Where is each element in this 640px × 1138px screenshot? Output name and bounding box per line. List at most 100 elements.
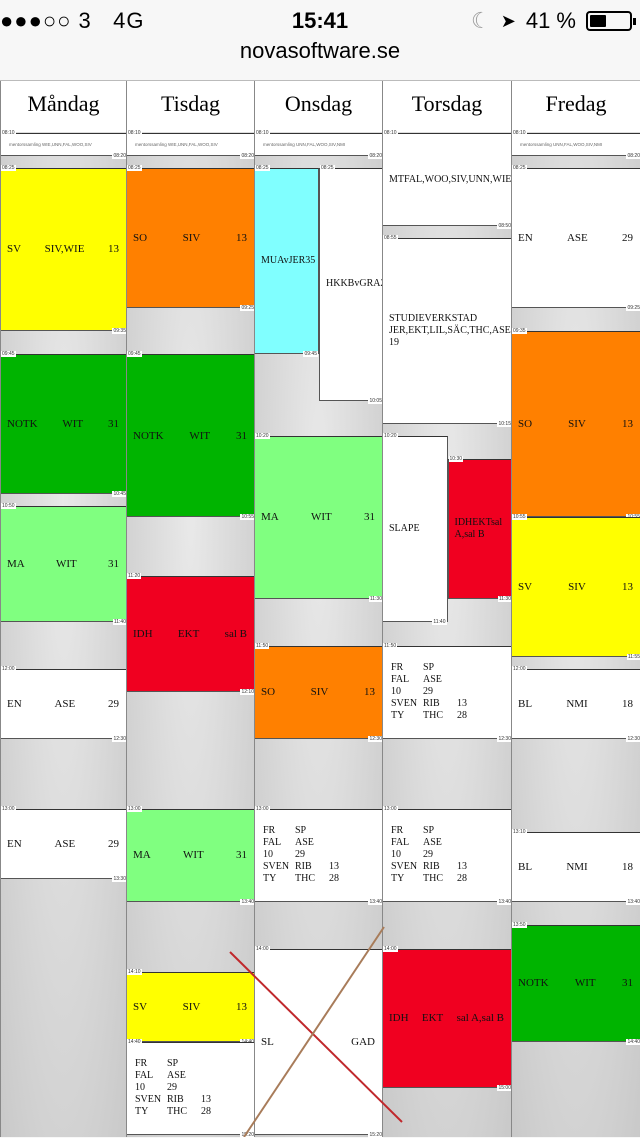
lesson-room: 31 xyxy=(235,429,247,442)
lesson-block[interactable]: 10:20 11:40 SLAPE xyxy=(383,432,448,626)
start-time: 08:25 xyxy=(255,164,270,171)
lesson-teacher: ASE xyxy=(54,837,76,850)
lesson-teacher: SIV xyxy=(182,231,201,244)
start-time: 08:10 xyxy=(383,130,398,136)
lesson-group-cell: 28 xyxy=(457,710,467,722)
lesson-group-list: FRFAL10SPASE29SVEN RIB 13TY THC 28 xyxy=(391,825,512,885)
lesson-block[interactable]: 09:45 10:55 NOTK WIT 31 xyxy=(127,351,255,521)
lesson-block[interactable]: 14:40 15:20 FRFAL10SPASE29SVEN RIB 13TY THC 28 xyxy=(127,1038,255,1138)
lesson-line: Av xyxy=(277,255,289,267)
lesson-block[interactable]: 12:00 12:30 EN ASE 29 xyxy=(1,665,127,742)
lesson-group-cell: 13 xyxy=(201,1094,211,1106)
lesson-block[interactable]: 09:45 10:45 NOTK WIT 31 xyxy=(1,351,127,498)
end-time: 15:20 xyxy=(368,1131,383,1138)
lesson-group-cell: SP xyxy=(423,662,435,674)
start-time: 08:10 xyxy=(1,130,16,136)
start-time: 14:10 xyxy=(127,968,142,975)
end-time: 11:30 xyxy=(368,595,383,602)
lesson-block[interactable]: 10:20 11:30 MA WIT 31 xyxy=(255,432,383,602)
lesson-block[interactable]: 14:00 15:20 SL GAD xyxy=(255,945,383,1138)
lesson-group-cell: RIB xyxy=(295,861,312,873)
lesson-block[interactable]: 08:55 10:15 STUDIEVERKSTAD JER,EKT,LIL,SÄC… xyxy=(383,234,618,428)
lesson-group-row: SVEN RIB 13 xyxy=(391,861,467,873)
carrier: ●●●○○ 3 xyxy=(0,8,92,33)
lesson-group-cell: 13 xyxy=(329,861,339,873)
location-arrow-icon: ➤ xyxy=(500,10,516,31)
lesson-block[interactable]: 10:50 11:40 MA WIT 31 xyxy=(1,502,127,626)
end-time: 15:20 xyxy=(240,1131,255,1138)
lesson-block[interactable]: 14:10 14:40 SV SIV 13 xyxy=(127,968,255,1045)
start-time: 08:10 xyxy=(512,130,527,136)
lesson-group-cell: THC xyxy=(423,710,443,722)
lesson-block[interactable]: 13:00 13:40 FRFAL10SPASE29SVEN RIB 13TY THC 28 xyxy=(255,805,383,905)
lesson-block[interactable]: 10:55 11:55 SV SIV 13 xyxy=(512,514,640,661)
lesson-teacher: EKT xyxy=(177,627,200,640)
lesson-subject: BL xyxy=(518,697,533,710)
end-time: 11:40 xyxy=(112,619,127,626)
lesson-group-cell: SP xyxy=(295,825,307,837)
lesson-block[interactable]: 11:20 12:10 IDH EKT sal B xyxy=(127,572,255,696)
lesson-group-cell: SVEN xyxy=(135,1094,162,1106)
lesson-block[interactable]: 08:10 08:20 mentorssamling WIE,UNN,FAL,WOO… xyxy=(127,130,255,160)
start-time: 08:25 xyxy=(320,164,335,171)
lesson-block[interactable]: 12:00 12:30 BL NMI 18 xyxy=(512,665,640,742)
lesson-block[interactable]: 08:25 09:45 MUAvJER35 xyxy=(255,164,319,358)
lesson-block[interactable]: 08:1008:50MTFAL,WOO,SIV,UNN,WIE,NMI10,11… xyxy=(383,130,631,230)
start-time: 08:55 xyxy=(383,234,398,241)
lesson-room: 13 xyxy=(621,418,633,431)
lesson-group-cell: 29 xyxy=(295,849,305,861)
lesson-block[interactable]: 08:10 08:20 mentorssamling UNN,FAL,WOO,SIV… xyxy=(255,130,383,160)
lesson-block[interactable]: 08:10 08:20 mentorssamling WIE,UNN,FAL,WOO… xyxy=(1,130,127,160)
lesson-block[interactable]: 09:35 10:55 SO SIV 13 xyxy=(512,328,640,521)
lesson-block[interactable]: 08:25 10:05 HKKBvGRA20 xyxy=(319,164,390,404)
lesson-info: MA WIT 31 xyxy=(261,511,375,523)
end-time: 09:25 xyxy=(626,304,640,311)
lesson-subject: BL xyxy=(518,860,533,873)
start-time: 13:00 xyxy=(127,805,142,812)
lesson-teacher: SIV xyxy=(568,581,586,594)
start-time: 14:00 xyxy=(255,945,270,952)
lesson-subject: NOTK xyxy=(7,418,38,431)
day-column-onsdag: Onsdag 08:10 08:20 mentorssamling UNN,FAL,W… xyxy=(254,81,390,1138)
lesson-group-cell: FR xyxy=(135,1058,148,1070)
day-header: Torsdag xyxy=(383,81,511,133)
lesson-note: mentorssamling UNN,FAL,WOO,SIV,NMI xyxy=(263,142,346,147)
lesson-block[interactable]: 13:00 13:40 MA WIT 31 xyxy=(127,805,255,905)
lesson-group-cell: SVEN xyxy=(391,861,418,873)
lesson-block[interactable]: 08:25 09:25 SO SIV 13 xyxy=(127,164,255,311)
lesson-room: 18 xyxy=(621,697,633,710)
lesson-group-cell: 28 xyxy=(329,873,339,885)
lesson-line: MT xyxy=(389,173,404,185)
address-bar[interactable]: novasoftware.se xyxy=(239,38,401,63)
lesson-block[interactable]: 10:30 11:30 IDHEKTsal A,sal B xyxy=(447,456,512,602)
lesson-block[interactable]: 11:50 12:30 SO SIV 13 xyxy=(255,642,383,742)
lesson-group-cell: 13 xyxy=(457,861,467,873)
lesson-subject: EN xyxy=(518,231,533,244)
lesson-block[interactable]: 08:25 09:35 SV SIV,WIE 13 xyxy=(1,164,127,335)
lesson-block[interactable]: 13:10 13:40 BL NMI 18 xyxy=(512,829,640,905)
lesson-block[interactable]: 13:50 14:40 NOTK WIT 31 xyxy=(512,922,640,1045)
lesson-group-cell: ASE xyxy=(167,1070,186,1082)
lesson-line: HKK xyxy=(326,278,348,290)
lesson-info: SV SIV,WIE 13 xyxy=(7,243,119,255)
lesson-block[interactable]: 11:50 12:30 FRFAL10SPASE29SVEN RIB 13TY THC 28 xyxy=(383,642,512,742)
lesson-info: BL NMI 18 xyxy=(518,861,633,873)
lesson-block[interactable]: 13:00 13:30 EN ASE 29 xyxy=(1,805,127,882)
lesson-teacher: NMI xyxy=(566,860,588,873)
lesson-group-list: FRFAL10SPASE29SVEN RIB 13TY THC 28 xyxy=(391,662,512,722)
start-time: 12:00 xyxy=(512,665,527,672)
day-column-måndag: Måndag 08:10 08:20 mentorssamling WIE,UNN,F… xyxy=(0,81,127,1137)
status-icons: ☾ ➤ 41 % xyxy=(471,8,636,34)
lesson-block[interactable]: 08:25 09:25 EN ASE 29 xyxy=(512,164,640,311)
lesson-room: 29 xyxy=(107,697,119,710)
start-time: 14:00 xyxy=(383,945,398,952)
lesson-block[interactable]: 13:00 13:40 FRFAL10SPASE29SVEN RIB 13TY THC 28 xyxy=(383,805,512,905)
start-time: 08:10 xyxy=(255,130,270,136)
lesson-group-cell: 29 xyxy=(423,686,433,698)
end-time: 11:40 xyxy=(432,619,447,626)
lesson-info: NOTK WIT 31 xyxy=(518,977,633,989)
lesson-info: SV SIV 13 xyxy=(133,1001,247,1013)
lesson-group-row: FRFAL10 xyxy=(391,662,423,698)
lesson-block[interactable]: 14:00 15:00 IDH EKT sal A,sal B xyxy=(383,945,512,1092)
lesson-block[interactable]: 08:10 08:20 mentorssamling UNN,FAL,WOO,SIV… xyxy=(512,130,640,160)
